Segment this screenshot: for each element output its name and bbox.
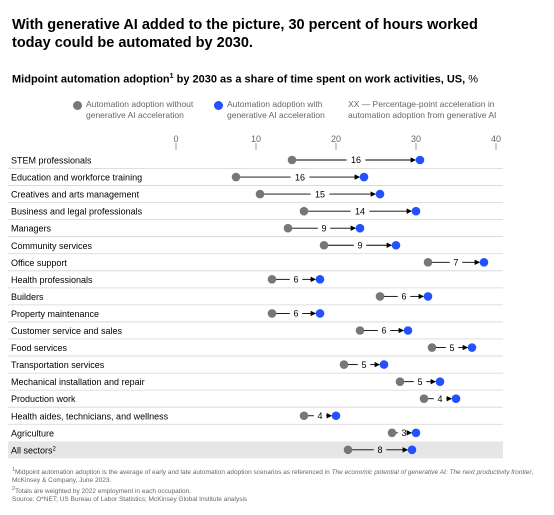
dot-with-genai — [359, 172, 369, 182]
x-tick-label: 0 — [173, 134, 178, 144]
legend-without-dot — [73, 101, 82, 110]
x-tick-label: 30 — [411, 134, 421, 144]
acceleration-label: 6 — [293, 275, 298, 285]
dot-without-genai — [387, 428, 397, 438]
dot-without-genai — [287, 155, 297, 165]
acceleration-label: 6 — [293, 309, 298, 319]
dot-without-genai — [423, 258, 433, 267]
dot-without-genai — [419, 394, 429, 404]
dot-without-genai — [339, 360, 349, 369]
footnote-1: 1Midpoint automation adoption is the ave… — [12, 467, 534, 485]
category-label: Customer service and sales — [11, 326, 123, 336]
dot-with-genai — [435, 377, 445, 386]
dot-without-genai — [299, 206, 309, 216]
acceleration-label: 5 — [417, 377, 422, 387]
x-tick-label: 20 — [331, 134, 341, 144]
legend-with-label: Automation adoption with generative AI a… — [227, 99, 325, 120]
dot-without-genai — [319, 240, 329, 250]
dot-with-genai — [403, 326, 413, 335]
dot-with-genai — [375, 189, 385, 199]
dot-with-genai — [467, 343, 477, 352]
category-label: Health aides, technicians, and wellness — [11, 411, 169, 421]
dot-without-genai — [267, 275, 277, 284]
footnotes: 1Midpoint automation adoption is the ave… — [12, 466, 547, 504]
x-tick-label: 10 — [251, 134, 261, 144]
acceleration-label: 14 — [355, 206, 365, 216]
category-footnote-marker: 2 — [53, 446, 57, 452]
category-label: Education and workforce training — [11, 173, 142, 183]
dot-with-genai — [379, 360, 389, 369]
category-label: Property maintenance — [11, 309, 99, 319]
legend-with-dot — [214, 101, 223, 110]
category-label: Business and legal professionals — [11, 207, 143, 217]
chart-title: With generative AI added to the picture,… — [12, 17, 478, 51]
subtitle-unit: % — [468, 73, 478, 86]
dot-without-genai — [267, 309, 277, 318]
acceleration-label: 9 — [357, 240, 362, 250]
category-label: Food services — [11, 343, 68, 353]
dot-with-genai — [315, 309, 325, 318]
acceleration-label: 5 — [449, 343, 454, 353]
dot-without-genai — [231, 172, 241, 182]
dot-without-genai — [375, 292, 385, 301]
dot-without-genai — [343, 445, 353, 455]
dot-with-genai — [411, 206, 421, 216]
acceleration-label: 16 — [351, 155, 361, 165]
dot-with-genai — [355, 223, 365, 233]
category-label: Creatives and arts management — [11, 190, 140, 200]
dot-with-genai — [315, 275, 325, 284]
acceleration-label: 4 — [317, 411, 322, 421]
dot-with-genai — [451, 394, 461, 404]
footnote-source: Source: O*NET; US Bureau of Labor Statis… — [12, 496, 248, 504]
dot-with-genai — [391, 240, 401, 250]
category-label: Production work — [11, 394, 76, 404]
legend-without-label: Automation adoption without generative A… — [86, 99, 194, 120]
dot-without-genai — [299, 411, 309, 421]
category-label: Transportation services — [11, 360, 105, 370]
category-label: Agriculture — [11, 428, 54, 438]
acceleration-label: 6 — [401, 292, 406, 302]
chart-subtitle: Midpoint automation adoption1 by 2030 as… — [12, 73, 478, 86]
acceleration-label: 4 — [437, 394, 442, 404]
dot-with-genai — [331, 411, 341, 421]
dot-with-genai — [415, 155, 425, 165]
dot-with-genai — [407, 445, 417, 455]
acceleration-label: 7 — [453, 258, 458, 268]
acceleration-label: 9 — [321, 223, 326, 233]
category-label: Health professionals — [11, 275, 93, 285]
dot-with-genai — [423, 292, 433, 301]
subtitle-footnote-marker: 1 — [169, 73, 174, 80]
dot-without-genai — [255, 189, 265, 199]
acceleration-label: 16 — [295, 172, 305, 182]
dot-with-genai — [479, 258, 489, 267]
footnote-2: 2Totals are weighted by 2022 employment … — [12, 486, 191, 496]
dot-without-genai — [395, 377, 405, 386]
subtitle-main: Midpoint automation adoption — [12, 73, 170, 86]
category-label: Mechanical installation and repair — [11, 377, 145, 387]
highlight-row-band — [8, 441, 503, 459]
legend-xx-label: XX — Percentage-point acceleration in au… — [348, 99, 497, 120]
category-label: STEM professionals — [11, 156, 92, 166]
acceleration-label: 8 — [377, 445, 382, 455]
dot-without-genai — [355, 326, 365, 335]
acceleration-label: 3 — [401, 428, 406, 438]
acceleration-label: 5 — [361, 360, 366, 370]
subtitle-rest: by 2030 as a share of time spent on work… — [173, 73, 469, 86]
acceleration-label: 6 — [381, 326, 386, 336]
category-label: Community services — [11, 241, 93, 251]
category-label: Managers — [11, 224, 52, 234]
category-label: Office support — [11, 258, 67, 268]
dot-with-genai — [411, 428, 421, 438]
category-label: Builders — [11, 292, 44, 302]
dot-without-genai — [283, 223, 293, 233]
dot-without-genai — [427, 343, 437, 352]
category-label: All sectors2 — [11, 445, 57, 455]
x-tick-label: 40 — [491, 134, 501, 144]
dumbbell-chart: 0 10 20 30 40 STEM professionals 16 Education a… — [8, 134, 503, 459]
acceleration-label: 15 — [315, 189, 325, 199]
